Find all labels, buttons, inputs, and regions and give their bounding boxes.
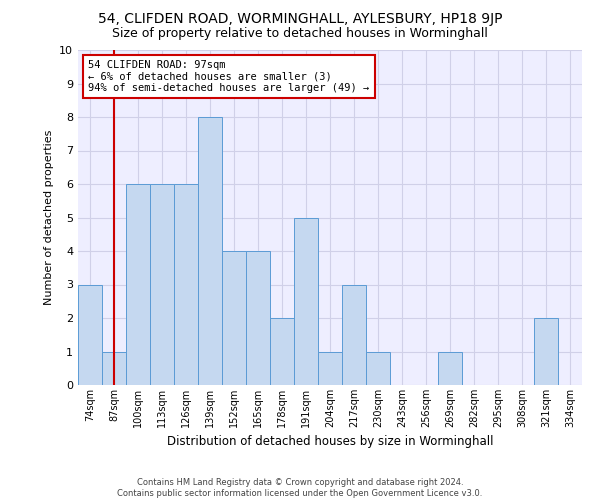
Text: 54 CLIFDEN ROAD: 97sqm
← 6% of detached houses are smaller (3)
94% of semi-detac: 54 CLIFDEN ROAD: 97sqm ← 6% of detached … xyxy=(88,60,370,93)
Bar xyxy=(78,284,102,385)
Bar xyxy=(102,352,126,385)
Bar xyxy=(318,352,342,385)
Bar xyxy=(438,352,462,385)
Bar xyxy=(222,251,246,385)
Bar xyxy=(294,218,318,385)
Bar xyxy=(366,352,390,385)
Bar xyxy=(150,184,174,385)
Bar xyxy=(534,318,558,385)
Text: 54, CLIFDEN ROAD, WORMINGHALL, AYLESBURY, HP18 9JP: 54, CLIFDEN ROAD, WORMINGHALL, AYLESBURY… xyxy=(98,12,502,26)
Bar xyxy=(270,318,294,385)
Bar xyxy=(198,117,222,385)
Y-axis label: Number of detached properties: Number of detached properties xyxy=(44,130,53,305)
Text: Contains HM Land Registry data © Crown copyright and database right 2024.
Contai: Contains HM Land Registry data © Crown c… xyxy=(118,478,482,498)
Bar xyxy=(174,184,198,385)
Bar xyxy=(126,184,150,385)
Bar xyxy=(246,251,270,385)
Bar xyxy=(342,284,366,385)
X-axis label: Distribution of detached houses by size in Worminghall: Distribution of detached houses by size … xyxy=(167,436,493,448)
Text: Size of property relative to detached houses in Worminghall: Size of property relative to detached ho… xyxy=(112,28,488,40)
